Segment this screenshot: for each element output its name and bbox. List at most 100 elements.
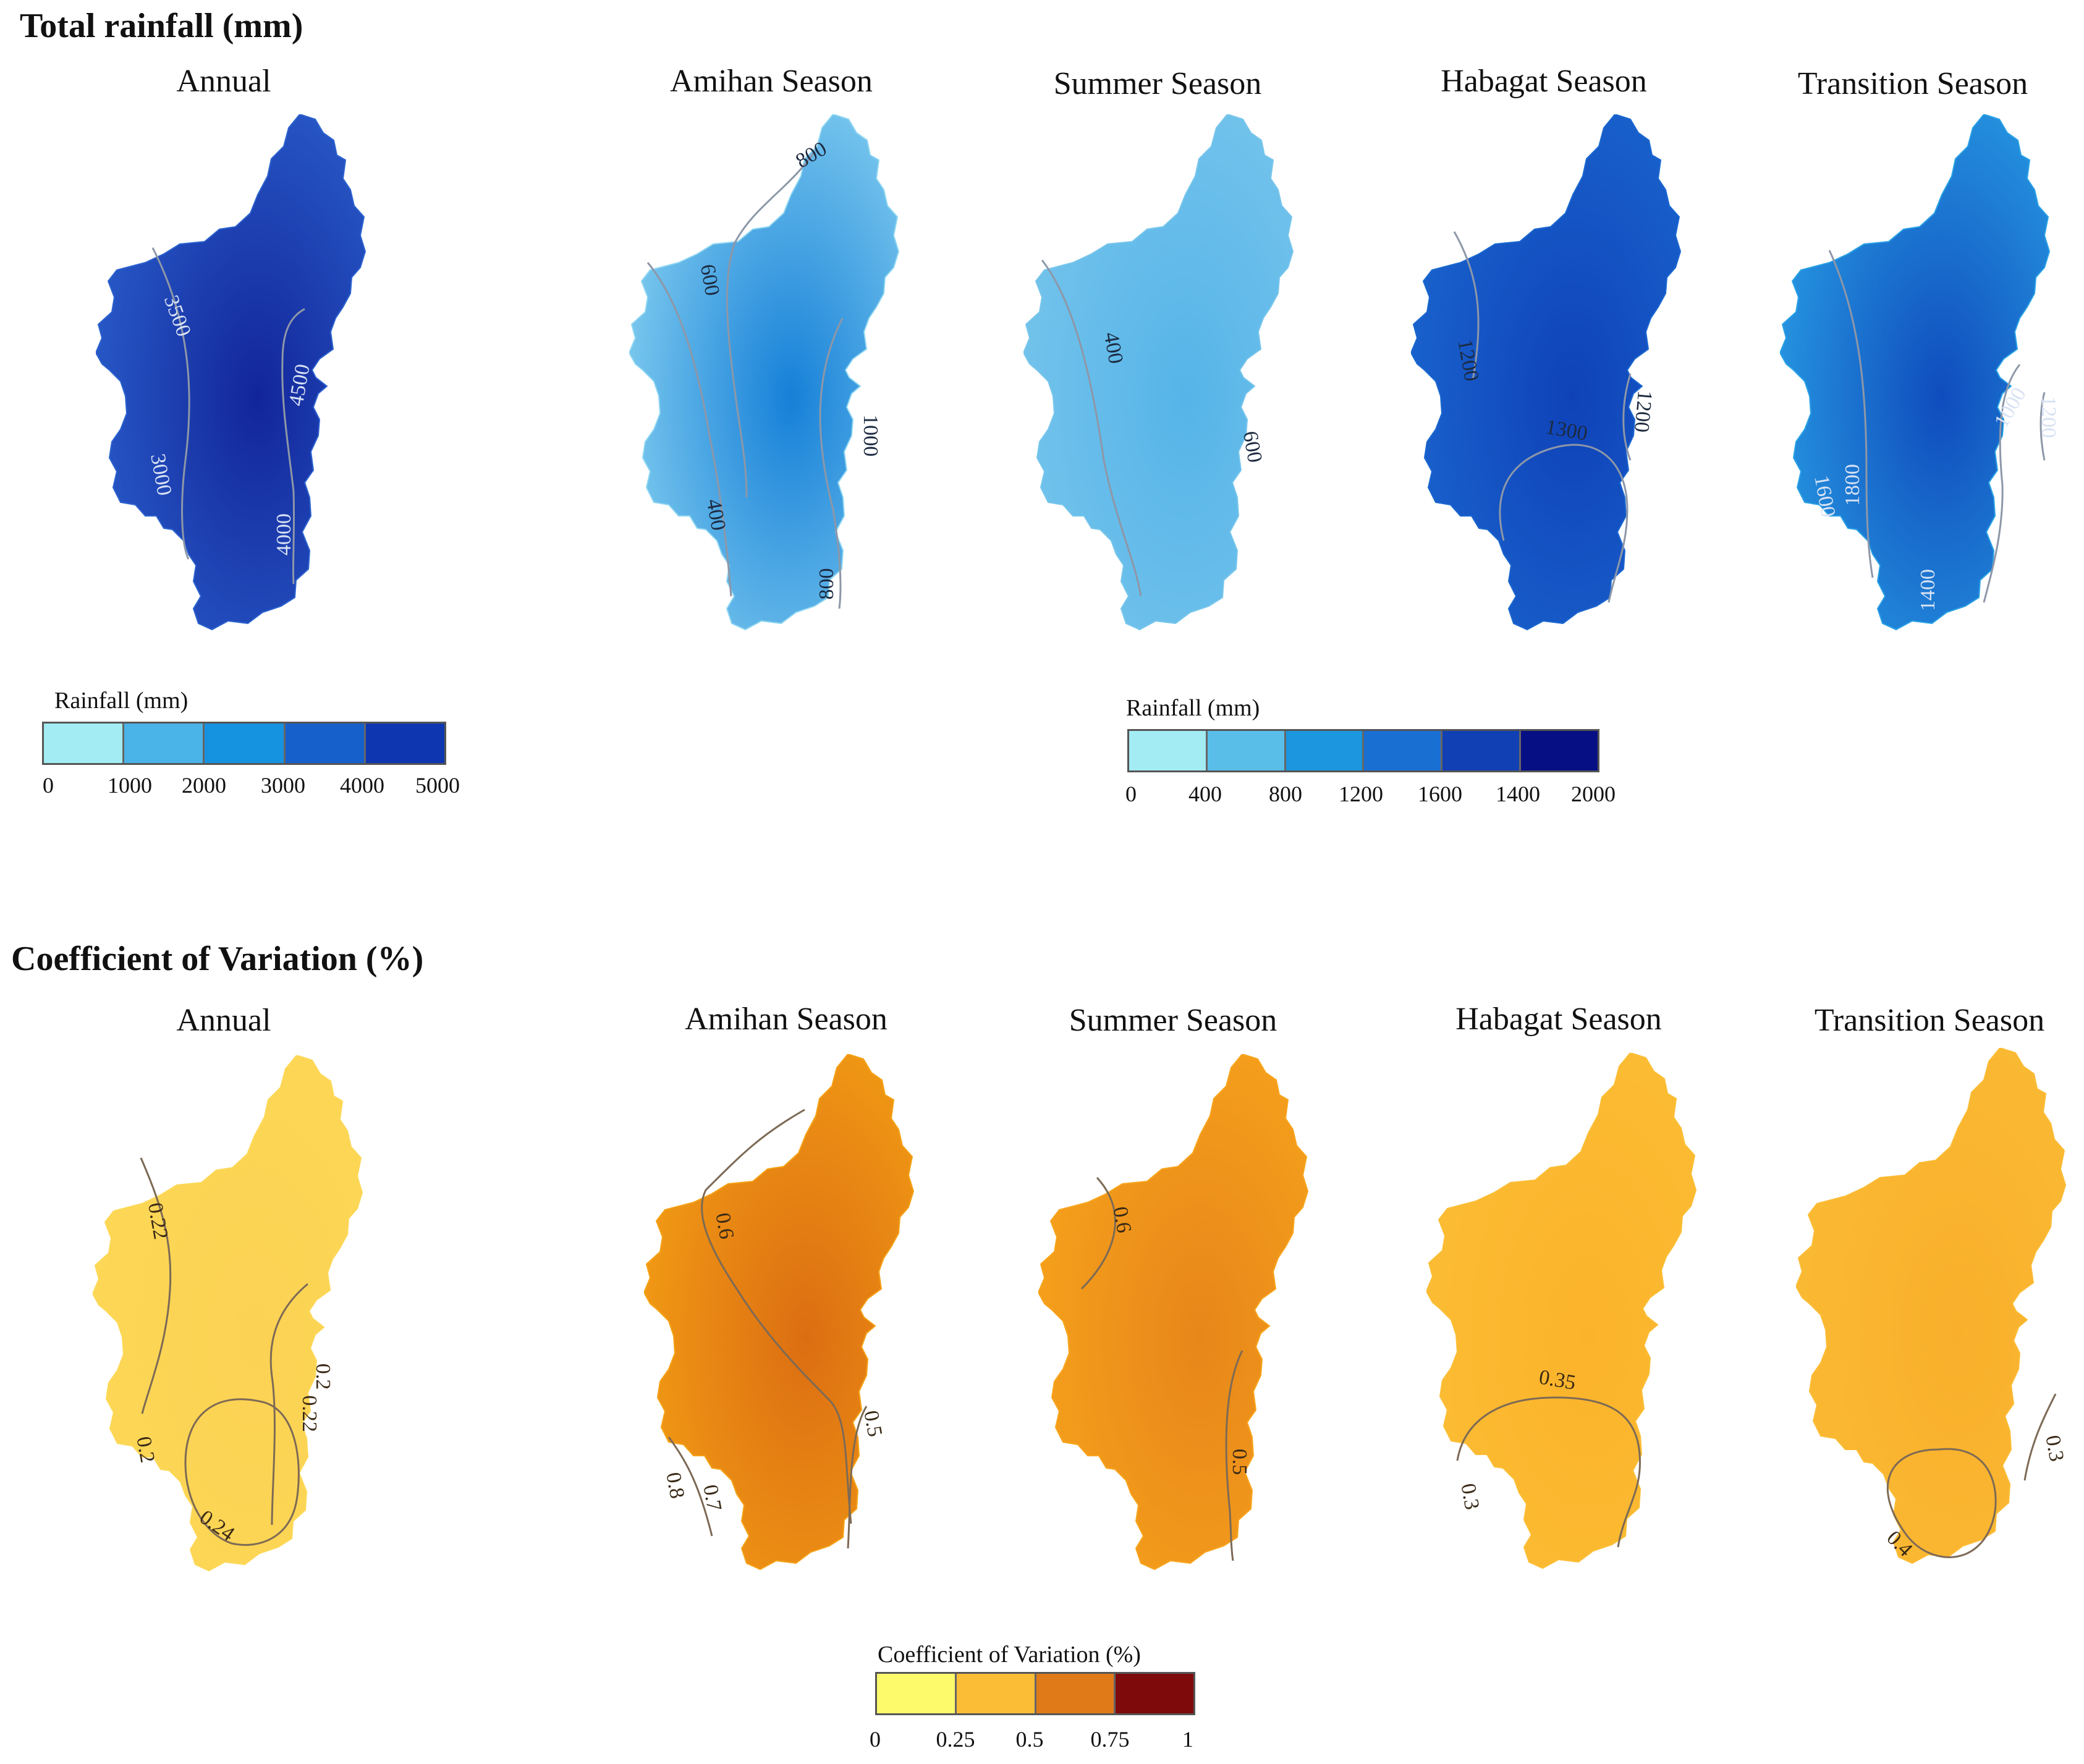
rainfall-contour-label: 600 [696, 263, 724, 298]
rainfall-legend-seasonal-tick: 1600 [1418, 782, 1462, 806]
cv-legend-title: Coefficient of Variation (%) [878, 1642, 1141, 1668]
cv-province-shape [1038, 1054, 1309, 1571]
rainfall-contour-line [2040, 392, 2046, 461]
cv-legend-swatch-2 [1036, 1674, 1116, 1713]
rainfall-contour-line [151, 247, 190, 560]
rainfall-province-shape [1023, 114, 1294, 631]
rainfall-panel-title-annual: Annual [176, 64, 271, 99]
cv-contour-label: 0.22 [298, 1395, 321, 1432]
rainfall-contour-line [1453, 231, 1480, 381]
cv-contour-line [1225, 1350, 1243, 1561]
cv-province-shape [93, 1055, 363, 1572]
cv-panel-title-summer: Summer Season [1069, 1003, 1277, 1038]
cv-contour-line [1886, 1448, 1997, 1558]
cv-contour-line [269, 1283, 308, 1526]
cv-contour-line [701, 1108, 852, 1524]
rainfall-contour-line [1622, 373, 1632, 461]
cv-legend-swatch-1 [956, 1674, 1036, 1713]
rainfall-contour-line [646, 262, 732, 597]
rainfall-contour-label: 1800 [1841, 464, 1864, 506]
rainfall-legend-annual-tick: 5000 [415, 773, 460, 798]
cv-province-shape [1426, 1053, 1697, 1569]
rainfall-legend-seasonal-swatch-2 [1286, 731, 1365, 770]
cv-legend-tick: 0.75 [1090, 1727, 1130, 1752]
rainfall-legend-annual-swatch-0 [44, 724, 125, 763]
rainfall-contour-label: 1200 [2037, 396, 2058, 438]
rainfall-contour-line [1041, 260, 1142, 597]
rainfall-province-shape [96, 114, 366, 631]
rainfall-legend-annual-tick: 2000 [182, 773, 226, 798]
rainfall-legend-annual-tick: 3000 [261, 773, 305, 798]
cv-legend-tick: 0.25 [936, 1727, 975, 1752]
cv-contour-line [667, 1437, 713, 1537]
rainfall-legend-seasonal-swatch-5 [1521, 731, 1598, 770]
cv-province-shape [644, 1054, 915, 1571]
cv-contour-label: 0.7 [698, 1483, 726, 1513]
rainfall-contour-line [281, 308, 305, 584]
rainfall-panel-title-habagat: Habagat Season [1441, 64, 1647, 99]
rainfall-contour-label: 400 [1099, 331, 1127, 366]
cv-map-annual: 0.220.20.220.20.24 [93, 1055, 363, 1572]
cv-contour-line [2023, 1393, 2057, 1481]
rainfall-contour-label: 1000 [859, 415, 882, 457]
cv-map-summer: 0.6 0.5 [1038, 1054, 1309, 1571]
cv-contour-label: 0.8 [661, 1471, 688, 1500]
rainfall-legend-annual-tick: 1000 [108, 773, 152, 798]
cv-legend-swatch-3 [1116, 1674, 1193, 1713]
rainfall-legend-seasonal-tick: 0 [1125, 782, 1137, 806]
rainfall-legend-annual-swatch-1 [124, 724, 205, 763]
cv-contour-line [847, 1406, 868, 1549]
rainfall-legend-annual-swatch-2 [205, 724, 286, 763]
rainfall-contour-line [1828, 250, 1874, 578]
rainfall-legend-seasonal-tick: 400 [1188, 782, 1222, 806]
cv-contour-label: 0.6 [711, 1211, 738, 1241]
rainfall-panel-title-amihan: Amihan Season [670, 64, 873, 99]
rainfall-province-shape [629, 114, 900, 631]
rainfall-legend-annual-tick: 4000 [340, 773, 384, 798]
rainfall-legend-annual-swatch-4 [365, 724, 445, 763]
rainfall-legend-annual-swatch-3 [285, 724, 366, 763]
cv-legend-tick: 1 [1182, 1727, 1193, 1752]
cv-legend-tick: 0.5 [1015, 1727, 1044, 1752]
rainfall-section-title: Total rainfall (mm) [20, 7, 303, 45]
cv-contour-line [1080, 1176, 1116, 1290]
rainfall-contour-label: 1200 [1630, 389, 1656, 433]
rainfall-legend-seasonal-bar [1127, 729, 1599, 772]
cv-panel-title-habagat: Habagat Season [1455, 1002, 1662, 1037]
cv-contour-line [140, 1157, 172, 1414]
cv-section-title: Coefficient of Variation (%) [11, 940, 424, 978]
rainfall-legend-seasonal-tick: 800 [1269, 782, 1302, 806]
cv-panel-title-annual: Annual [176, 1003, 271, 1038]
cv-legend-swatch-0 [877, 1674, 957, 1713]
rainfall-province-shape [1780, 114, 2051, 631]
cv-contour-label: 0.3 [2041, 1433, 2068, 1463]
rainfall-legend-seasonal-tick: 1400 [1496, 782, 1540, 806]
rainfall-map-summer: 400 600 [1023, 114, 1294, 631]
rainfall-legend-seasonal-title: Rainfall (mm) [1126, 695, 1260, 721]
cv-panel-title-transition: Transition Season [1814, 1003, 2045, 1038]
cv-contour-label: 0.2 [132, 1435, 159, 1464]
rainfall-contour-label: 4000 [273, 513, 295, 555]
rainfall-legend-seasonal-swatch-0 [1129, 731, 1208, 770]
rainfall-legend-annual-title: Rainfall (mm) [54, 688, 188, 714]
cv-map-habagat: 0.350.3 [1426, 1053, 1697, 1569]
rainfall-contour-line [726, 151, 816, 498]
rainfall-legend-seasonal-swatch-3 [1364, 731, 1443, 770]
rainfall-legend-seasonal-swatch-1 [1207, 731, 1286, 770]
rainfall-contour-label: 400 [702, 497, 730, 533]
rainfall-contour-line [819, 318, 844, 609]
cv-contour-label: 0.3 [1456, 1482, 1483, 1511]
cv-legend-bar [875, 1672, 1195, 1715]
rainfall-contour-label: 1400 [1917, 569, 1939, 611]
rainfall-contour-line [1983, 364, 2021, 603]
cv-contour-label: 0.6 [1108, 1205, 1135, 1234]
cv-contour-line [1456, 1396, 1641, 1548]
rainfall-legend-seasonal-swatch-4 [1442, 731, 1522, 770]
rainfall-contour-line [1499, 444, 1629, 603]
rainfall-panel-title-transition: Transition Season [1797, 66, 2028, 101]
cv-contour-label: 0.5 [859, 1409, 886, 1438]
